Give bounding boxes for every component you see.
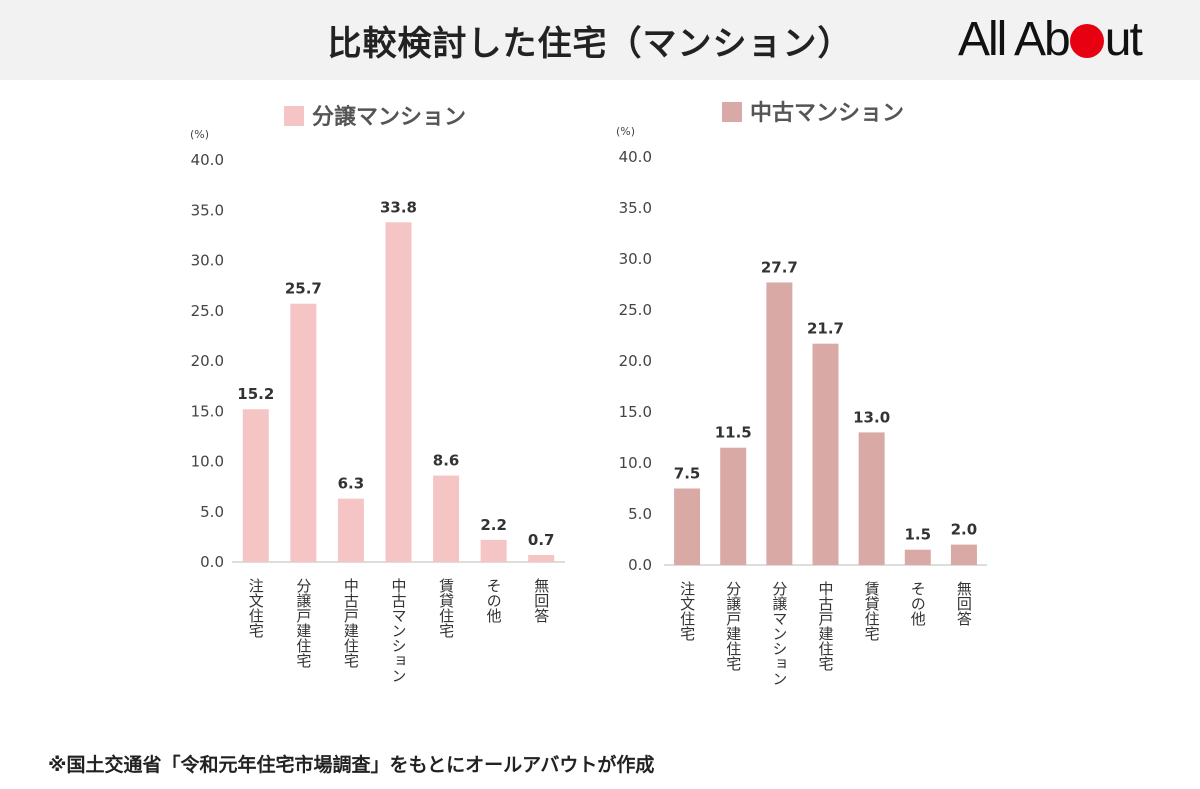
y-axis-unit: (%) (190, 128, 209, 141)
category-label: 無回答 (955, 581, 973, 626)
y-tick-label: 25.0 (619, 301, 652, 319)
category-label: 無回答 (532, 578, 550, 623)
header-bar (0, 0, 1200, 80)
bar (950, 544, 977, 565)
bar (290, 303, 317, 562)
category-label: 分譲戸建住宅 (724, 581, 742, 671)
chart-chuko-mansion: 中古マンション (%) 0.0 5.0 10.0 15.0 20.0 25.0 30.0 35.0… (616, 100, 987, 686)
chart-bunjo-mansion: 分譲マンション (%) 0.0 5.0 10.0 15.0 20.0 25.0 30.0 35.0… (190, 104, 565, 683)
y-tick-label: 35.0 (191, 201, 224, 219)
y-tick-label: 20.0 (619, 352, 652, 370)
category-label: 注文住宅 (247, 578, 265, 638)
category-label: その他 (485, 578, 503, 624)
category-label: 中古マンション (390, 578, 408, 683)
y-tick-label: 5.0 (200, 503, 224, 521)
category-label: 賃貸住宅 (437, 578, 455, 638)
y-tick-label: 40.0 (619, 148, 652, 166)
category-label: 中古戸建住宅 (342, 578, 360, 668)
bar (674, 488, 701, 565)
data-label: 8.6 (433, 452, 460, 470)
category-label: 注文住宅 (678, 581, 696, 641)
category-label: 分譲マンション (770, 581, 788, 686)
bar (385, 222, 412, 562)
bar (766, 282, 793, 565)
y-tick-label: 10.0 (191, 453, 224, 471)
allabout-logo: All Ab ut (958, 10, 1143, 70)
y-tick-label: 0.0 (628, 556, 652, 574)
data-label: 7.5 (674, 465, 701, 483)
bar (858, 432, 885, 565)
category-label: その他 (909, 581, 927, 627)
page-title: 比較検討した住宅（マンション） (327, 24, 853, 64)
y-tick-label: 35.0 (619, 199, 652, 217)
y-tick-label: 5.0 (628, 505, 652, 523)
category-label: 分譲戸建住宅 (294, 578, 312, 668)
data-label: 2.0 (951, 521, 978, 539)
footnote: ※国土交通省「令和元年住宅市場調査」をもとにオールアバウトが作成 (48, 754, 655, 776)
y-tick-label: 0.0 (200, 553, 224, 571)
data-label: 13.0 (853, 408, 890, 426)
data-label: 0.7 (528, 531, 555, 549)
data-label: 6.3 (338, 475, 365, 493)
legend: 分譲マンション (284, 104, 466, 130)
bar (337, 498, 364, 562)
legend-swatch (722, 102, 742, 122)
bar (904, 549, 931, 565)
y-tick-label: 30.0 (619, 250, 652, 268)
logo-text-right: ut (1104, 13, 1143, 66)
data-label: 2.2 (480, 516, 507, 534)
bar (480, 539, 507, 562)
data-label: 25.7 (285, 280, 322, 298)
y-tick-label: 40.0 (191, 151, 224, 169)
data-label: 27.7 (761, 258, 798, 276)
y-tick-label: 25.0 (191, 302, 224, 320)
data-label: 33.8 (380, 198, 417, 216)
legend-label: 中古マンション (750, 100, 904, 126)
data-label: 15.2 (237, 385, 274, 403)
y-tick-label: 15.0 (191, 402, 224, 420)
data-label: 1.5 (904, 526, 931, 544)
data-label: 11.5 (715, 424, 752, 442)
bar (242, 409, 269, 562)
legend-label: 分譲マンション (312, 104, 466, 130)
bar (812, 343, 839, 565)
bar (528, 554, 555, 562)
y-tick-label: 15.0 (619, 403, 652, 421)
category-label: 中古戸建住宅 (817, 581, 835, 671)
legend: 中古マンション (722, 100, 904, 126)
legend-swatch (284, 106, 304, 126)
bar (433, 475, 460, 562)
logo-red-circle-icon (1069, 24, 1104, 58)
y-tick-label: 30.0 (191, 252, 224, 270)
bar (720, 447, 747, 565)
y-tick-label: 20.0 (191, 352, 224, 370)
y-axis-unit: (%) (616, 125, 635, 138)
y-tick-label: 10.0 (619, 454, 652, 472)
data-label: 21.7 (807, 320, 844, 338)
category-label: 賃貸住宅 (863, 581, 881, 641)
logo-text-left: All Ab (958, 13, 1071, 66)
